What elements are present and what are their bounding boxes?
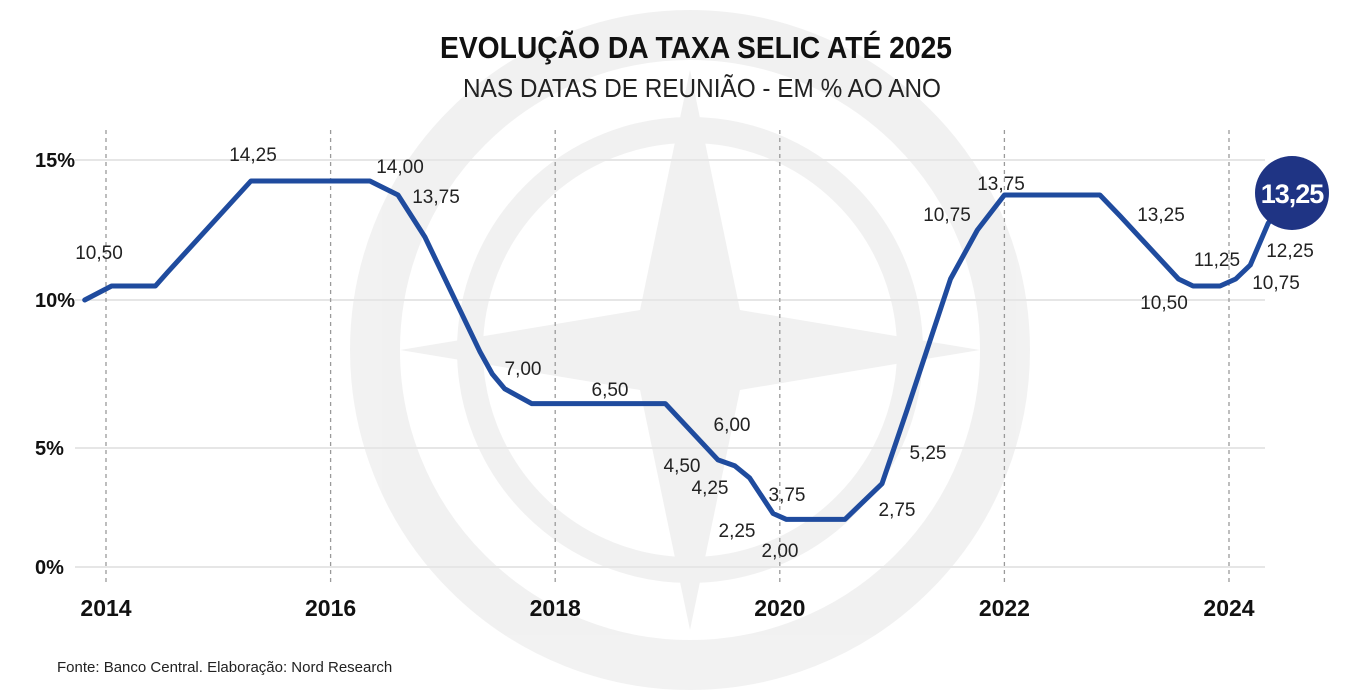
y-tick-label: 10%	[35, 290, 75, 312]
data-label: 14,00	[376, 157, 424, 178]
data-label: 14,25	[229, 145, 277, 166]
data-label: 2,00	[762, 541, 799, 562]
y-tick-label: 5%	[35, 438, 64, 460]
data-label: 13,75	[412, 187, 460, 208]
data-label: 7,00	[505, 359, 542, 380]
highlight-badge: 13,25	[1255, 156, 1329, 230]
data-label: 6,00	[714, 415, 751, 436]
data-label: 4,25	[692, 478, 729, 499]
x-tick-label: 2020	[754, 595, 805, 621]
x-tick-label: 2016	[305, 595, 356, 621]
data-label: 13,75	[977, 174, 1025, 195]
y-axis-ticks: 0% 5% 10% 15%	[35, 150, 75, 579]
highlight-label: 13,25	[1261, 179, 1325, 209]
data-label: 10,50	[1140, 293, 1188, 314]
data-labels: 10,50 14,25 14,00 13,75 7,00 6,50 6,00 4,504,25…	[75, 145, 1314, 562]
x-tick-label: 2018	[530, 595, 581, 621]
x-axis-ticks: 2014 2016 2018 2020 2022 2024	[80, 595, 1254, 621]
chart-title: EVOLUÇÃO DA TAXA SELIC ATÉ 2025	[440, 30, 952, 65]
x-tick-label: 2022	[979, 595, 1030, 621]
y-tick-label: 15%	[35, 150, 75, 172]
data-label: 6,50	[592, 380, 629, 401]
data-label: 2,75	[879, 500, 916, 521]
data-label: 4,50	[664, 456, 701, 477]
watermark-logo	[350, 10, 1030, 690]
data-label: 10,75	[1252, 273, 1300, 294]
chart-subtitle: NAS DATAS DE REUNIÃO - EM % AO ANO	[463, 73, 941, 103]
x-tick-label: 2014	[80, 595, 131, 621]
data-label: 10,50	[75, 243, 123, 264]
x-tick-label: 2024	[1203, 595, 1254, 621]
data-label: 2,25	[719, 521, 756, 542]
y-tick-label: 0%	[35, 557, 64, 579]
data-label: 3,75	[769, 485, 806, 506]
data-label: 12,25	[1266, 241, 1314, 262]
data-label: 11,25	[1194, 250, 1240, 271]
gridlines	[75, 130, 1265, 585]
data-label: 5,25	[910, 443, 947, 464]
data-label: 13,25	[1137, 205, 1185, 226]
data-label: 10,75	[923, 205, 971, 226]
source-note: Fonte: Banco Central. Elaboração: Nord R…	[57, 659, 392, 676]
selic-series-line	[82, 178, 1284, 522]
